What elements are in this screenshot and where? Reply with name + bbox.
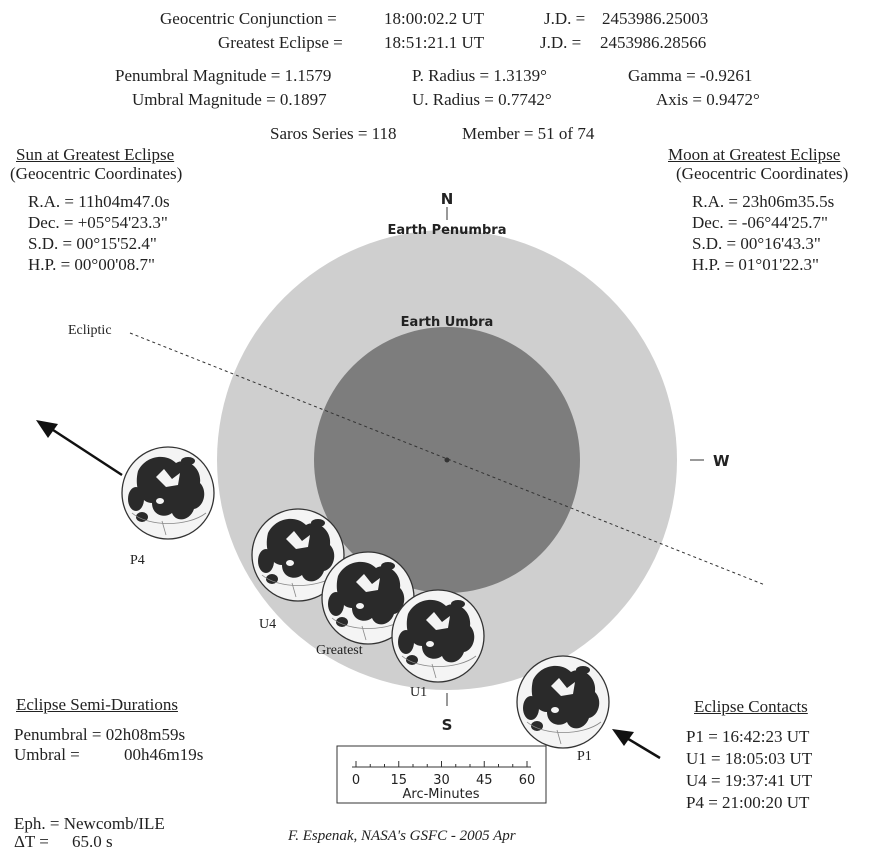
credit: F. Espenak, NASA's GSFC - 2005 Apr xyxy=(288,828,516,844)
umbral-magnitude: Umbral Magnitude = 0.1897 xyxy=(132,90,327,109)
scale-tick-label: 15 xyxy=(390,773,407,788)
moon-label-u4: U4 xyxy=(259,617,276,632)
shadow-center xyxy=(444,457,450,463)
north-label: N xyxy=(441,190,454,208)
moon-hp: H.P. = 01°01'22.3" xyxy=(692,255,819,274)
scale-tick-label: 60 xyxy=(519,773,536,788)
greatest-jd: 2453986.28566 xyxy=(600,33,707,52)
saros-series: Saros Series = 118 xyxy=(270,124,397,143)
sun-title: Sun at Greatest Eclipse xyxy=(16,145,175,164)
moon-label-p4: P4 xyxy=(130,553,145,568)
scale-unit-label: Arc-Minutes xyxy=(403,787,480,802)
conjunction-jd: 2453986.25003 xyxy=(602,9,709,28)
greatest-label: Greatest Eclipse = xyxy=(218,33,343,52)
moon-title: Moon at Greatest Eclipse xyxy=(668,145,841,164)
delta-t-value: 65.0 s xyxy=(72,832,113,851)
scale-bar: 0 15 30 45 60 Arc-Minutes xyxy=(336,745,547,804)
sun-hp: H.P. = 00°00'08.7" xyxy=(28,255,155,274)
scale-tick-label: 30 xyxy=(433,773,450,788)
scale-tick-label: 45 xyxy=(476,773,493,788)
sun-subtitle: (Geocentric Coordinates) xyxy=(10,164,183,183)
conjunction-time: 18:00:02.2 UT xyxy=(384,9,485,28)
umbra-label: Earth Umbra xyxy=(401,315,494,330)
greatest-time: 18:51:21.1 UT xyxy=(384,33,485,52)
penumbra-label: Earth Penumbra xyxy=(388,223,507,238)
moon-label-greatest: Greatest xyxy=(316,643,363,658)
penumbral-magnitude: Penumbral Magnitude = 1.1579 xyxy=(115,66,332,85)
u-radius: U. Radius = 0.7742° xyxy=(412,90,552,109)
sun-dec: Dec. = +05°54'23.3" xyxy=(28,213,168,232)
p-radius: P. Radius = 1.3139° xyxy=(412,66,547,85)
moon-u1 xyxy=(391,589,485,683)
moon-sd: S.D. = 00°16'43.3" xyxy=(692,234,821,253)
exit-arrow xyxy=(36,420,123,477)
duration-umbral-value: 00h46m19s xyxy=(124,745,204,764)
moon-dec: Dec. = -06°44'25.7" xyxy=(692,213,828,232)
contacts-title: Eclipse Contacts xyxy=(694,697,808,716)
conjunction-jd-label: J.D. = xyxy=(544,9,586,28)
saros-member: Member = 51 of 74 xyxy=(462,124,595,143)
sun-sd: S.D. = 00°15'52.4" xyxy=(28,234,157,253)
contact-p4: P4 = 21:00:20 UT xyxy=(686,793,810,812)
contact-u1: U1 = 18:05:03 UT xyxy=(686,749,813,768)
axis: Axis = 0.9472° xyxy=(656,90,760,109)
moon-subtitle: (Geocentric Coordinates) xyxy=(676,164,849,183)
entry-arrow xyxy=(612,729,661,760)
contact-u4: U4 = 19:37:41 UT xyxy=(686,771,813,790)
delta-t-label: ΔT = xyxy=(14,832,49,851)
conjunction-label: Geocentric Conjunction = xyxy=(160,9,337,28)
moon-p4 xyxy=(121,446,215,540)
moon-label-p1: P1 xyxy=(577,749,592,764)
ephemeris: Eph. = Newcomb/ILE xyxy=(14,814,165,833)
south-label: S xyxy=(442,716,453,734)
duration-umbral-label: Umbral = xyxy=(14,745,80,764)
moon-label-u1: U1 xyxy=(410,685,427,700)
greatest-jd-label: J.D. = xyxy=(540,33,582,52)
scale-tick-label: 0 xyxy=(352,773,360,788)
gamma: Gamma = -0.9261 xyxy=(628,66,753,85)
moon-ra: R.A. = 23h06m35.5s xyxy=(692,192,835,211)
contact-p1: P1 = 16:42:23 UT xyxy=(686,727,810,746)
west-label: W xyxy=(713,452,730,470)
ecliptic-label: Ecliptic xyxy=(68,323,112,338)
moon-p1 xyxy=(516,655,610,749)
durations-title: Eclipse Semi-Durations xyxy=(16,695,178,714)
duration-penumbral: Penumbral = 02h08m59s xyxy=(14,725,186,744)
sun-ra: R.A. = 11h04m47.0s xyxy=(28,192,170,211)
